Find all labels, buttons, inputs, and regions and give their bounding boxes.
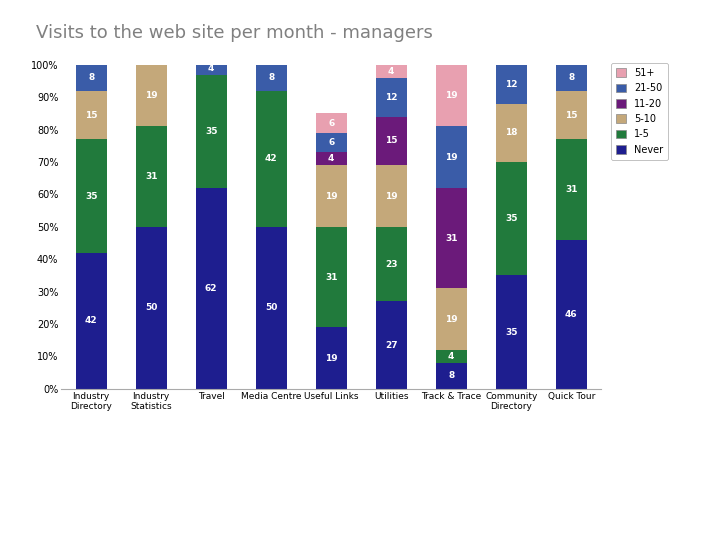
Legend: 51+, 21-50, 11-20, 5-10, 1-5, Never: 51+, 21-50, 11-20, 5-10, 1-5, Never	[611, 63, 668, 160]
Bar	[376, 227, 407, 301]
Text: 15: 15	[685, 524, 698, 535]
Bar	[315, 327, 347, 389]
Bar	[495, 104, 527, 162]
Text: Visits to the web site per month - managers: Visits to the web site per month - manag…	[36, 24, 433, 42]
Bar	[315, 133, 347, 152]
Text: 35: 35	[505, 328, 518, 336]
Bar	[315, 165, 347, 227]
Text: 12: 12	[385, 93, 397, 102]
Text: 46: 46	[565, 310, 577, 319]
Text: 4: 4	[328, 154, 334, 163]
Text: 4: 4	[508, 54, 514, 63]
Bar	[196, 75, 227, 188]
Text: 19: 19	[445, 153, 457, 161]
Bar	[436, 350, 467, 363]
Text: 4: 4	[448, 352, 454, 361]
Bar	[436, 188, 467, 288]
Bar	[376, 78, 407, 117]
Text: 4: 4	[388, 67, 395, 76]
Bar	[495, 162, 527, 275]
Bar	[135, 3, 167, 65]
Text: 8: 8	[568, 73, 575, 82]
Text: 19: 19	[325, 192, 338, 200]
Text: 15: 15	[85, 111, 97, 119]
Text: 35: 35	[505, 214, 518, 223]
Bar	[135, 126, 167, 227]
Bar	[315, 227, 347, 327]
Text: 'Track & Trace' followed by 'Useful Links' & 'Utilities' are the most visited li: 'Track & Trace' followed by 'Useful Link…	[11, 408, 589, 429]
Text: 27: 27	[385, 341, 397, 349]
Text: 31: 31	[325, 273, 338, 281]
Text: 19: 19	[445, 91, 457, 100]
Bar	[76, 91, 107, 139]
Bar	[76, 139, 107, 253]
Text: 19: 19	[145, 91, 158, 100]
Text: 18: 18	[505, 129, 518, 137]
Text: 31: 31	[565, 185, 577, 194]
Text: 35: 35	[85, 192, 97, 200]
Text: 8: 8	[88, 73, 94, 82]
Text: 15: 15	[565, 111, 577, 119]
Text: 19: 19	[385, 192, 397, 200]
Bar	[196, 49, 227, 62]
Bar	[256, 227, 287, 389]
Text: 4: 4	[208, 51, 215, 59]
Text: 50: 50	[145, 303, 158, 312]
Bar	[495, 52, 527, 65]
Text: 31: 31	[145, 172, 158, 181]
Bar	[256, 91, 287, 227]
Bar	[315, 152, 347, 165]
Bar	[135, 65, 167, 126]
Text: 31: 31	[445, 234, 457, 242]
Bar	[376, 165, 407, 227]
Text: 62: 62	[205, 284, 217, 293]
Bar	[76, 253, 107, 389]
Bar	[196, 62, 227, 75]
Bar	[436, 126, 467, 188]
Text: 12: 12	[505, 80, 518, 89]
Text: 19: 19	[325, 354, 338, 362]
Bar	[376, 301, 407, 389]
Bar	[376, 117, 407, 165]
Bar	[556, 240, 587, 389]
Text: 42: 42	[85, 316, 97, 325]
Bar	[196, 188, 227, 389]
Text: 50: 50	[265, 303, 277, 312]
Bar	[436, 65, 467, 126]
Bar	[556, 91, 587, 139]
Bar	[315, 113, 347, 133]
Text: 19: 19	[445, 315, 457, 323]
Text: 8: 8	[448, 372, 454, 380]
Text: 4: 4	[208, 64, 215, 72]
Bar	[556, 139, 587, 240]
Text: 19: 19	[145, 30, 158, 38]
Text: 15: 15	[385, 137, 397, 145]
Text: 6: 6	[328, 119, 334, 127]
Text: 42: 42	[265, 154, 277, 163]
Bar	[436, 288, 467, 350]
Bar	[495, 275, 527, 389]
Text: 35: 35	[205, 127, 217, 136]
Text: 6: 6	[328, 138, 334, 147]
Bar	[76, 65, 107, 91]
Bar	[436, 363, 467, 389]
Text: 23: 23	[385, 260, 397, 268]
Text: 8: 8	[268, 73, 274, 82]
Bar	[256, 65, 287, 91]
Bar	[376, 65, 407, 78]
Bar	[556, 65, 587, 91]
Bar	[495, 65, 527, 104]
Bar	[135, 227, 167, 389]
